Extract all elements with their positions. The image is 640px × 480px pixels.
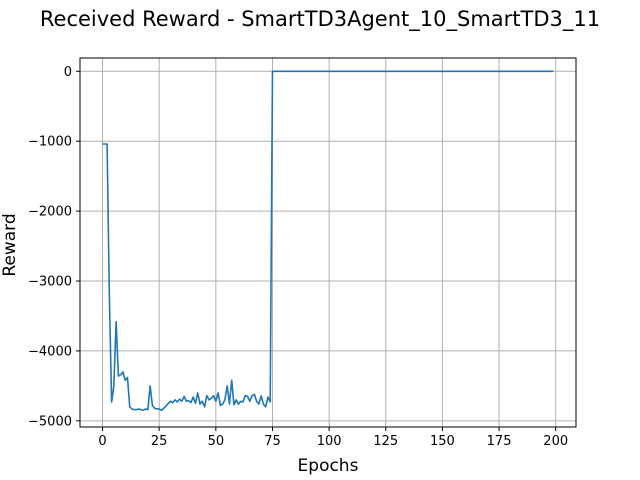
- x-tick-label: 0: [98, 434, 106, 449]
- y-tick-label: 0: [64, 65, 72, 80]
- x-tick-label: 175: [487, 434, 512, 449]
- y-tick-label: −2000: [28, 205, 72, 220]
- y-axis-ticks: 0 −1000 −2000 −3000 −4000 −5000: [28, 65, 80, 429]
- y-tick-label: −4000: [28, 344, 72, 359]
- x-tick-label: 200: [543, 434, 568, 449]
- x-axis-label: Epochs: [298, 456, 359, 476]
- x-tick-label: 125: [373, 434, 398, 449]
- y-tick-label: −5000: [28, 414, 72, 429]
- y-axis-label: Reward: [0, 213, 20, 276]
- reward-series-line: [102, 70, 554, 412]
- plot-area-frame: [79, 57, 577, 428]
- chart-title: Received Reward - SmartTD3Agent_10_Smart…: [40, 7, 600, 32]
- x-axis-ticks: 0 25 50 75 100 125 150 175 200: [98, 427, 568, 449]
- y-tick-label: −3000: [28, 275, 72, 290]
- x-tick-label: 150: [430, 434, 455, 449]
- x-tick-label: 50: [208, 434, 225, 449]
- grid-lines: [80, 58, 576, 427]
- x-tick-label: 25: [151, 434, 168, 449]
- x-tick-label: 75: [264, 434, 281, 449]
- y-tick-label: −1000: [28, 135, 72, 150]
- x-tick-label: 100: [317, 434, 342, 449]
